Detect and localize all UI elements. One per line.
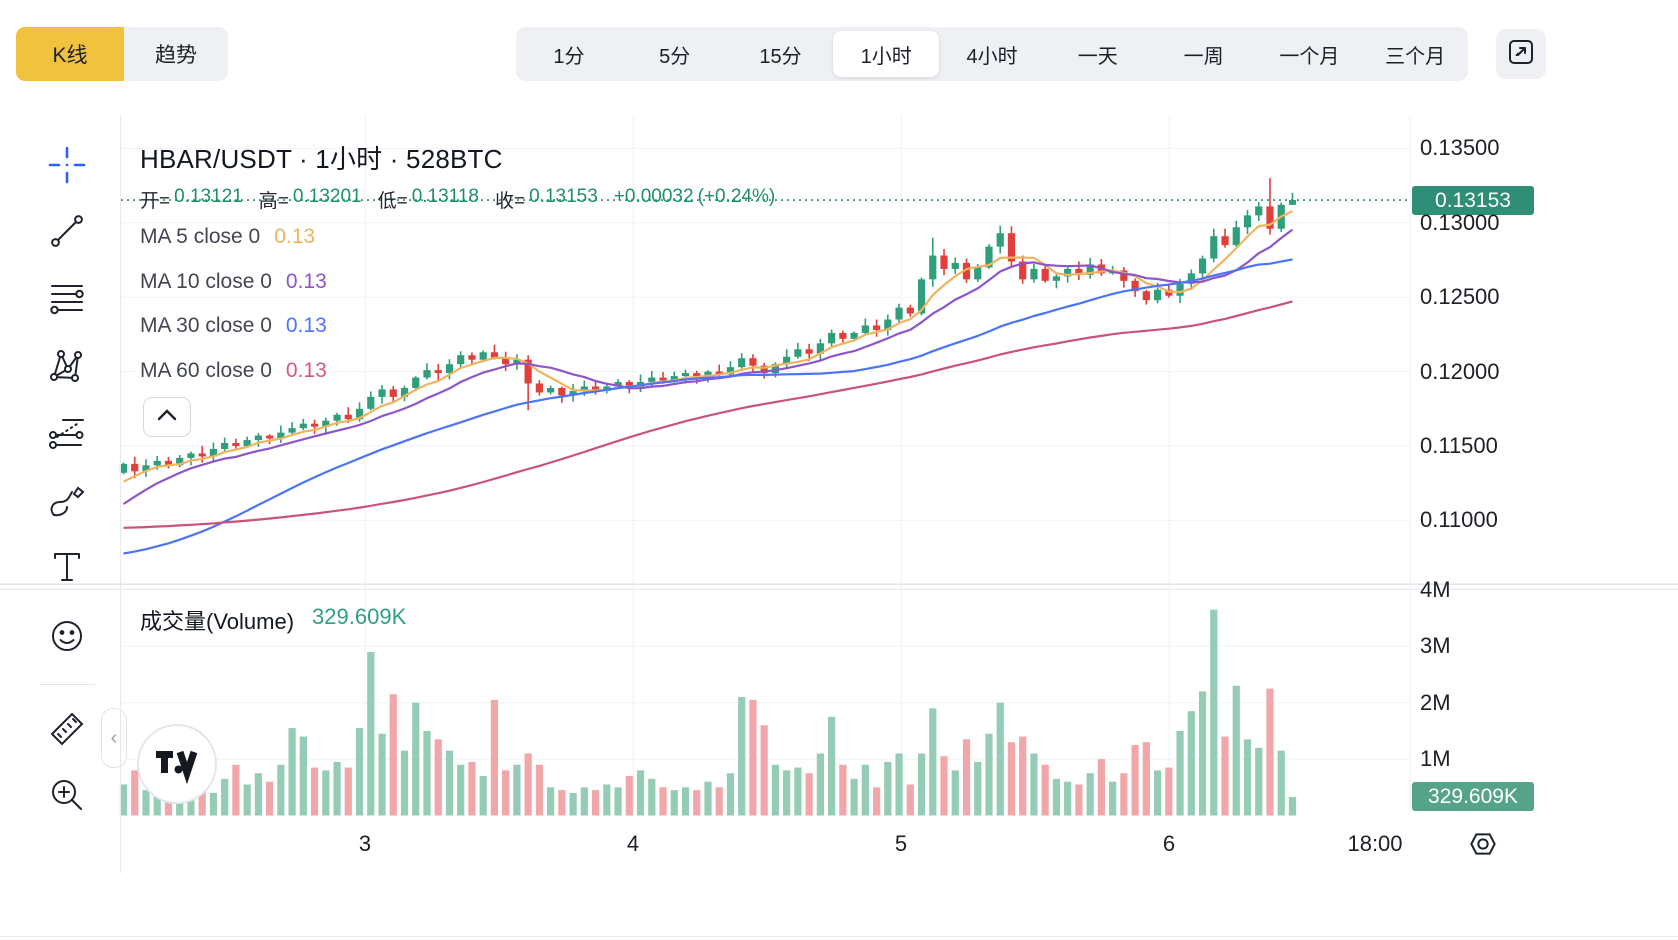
chevron-up-icon	[157, 408, 177, 426]
fib-retracement-icon	[43, 275, 91, 328]
ma-row-label: MA 30 close 0	[140, 314, 272, 337]
price-axis-label: 0.11000	[1420, 507, 1498, 533]
expand-icon	[1506, 37, 1536, 72]
ruler-icon	[43, 701, 91, 754]
ma-row-2[interactable]: MA 30 close 0 0.13	[140, 313, 331, 339]
ma-row-1[interactable]: MA 10 close 0 0.13	[140, 268, 331, 295]
ma-row-value: 0.13	[274, 225, 316, 248]
ma30-line	[123, 258, 1293, 555]
volume-bars	[119, 609, 1297, 816]
toolbar-divider	[39, 684, 95, 685]
ma-lines	[122, 210, 1294, 555]
ma-row-value: 0.13	[285, 314, 327, 337]
ma60-line	[123, 300, 1293, 529]
chart-left-border	[120, 115, 121, 873]
text-tool[interactable]	[41, 543, 93, 595]
text-icon	[43, 543, 91, 596]
settings-gear-button[interactable]	[1459, 822, 1507, 870]
price-axis-label: 0.12500	[1420, 284, 1500, 310]
ma10-line	[122, 228, 1294, 505]
ma-row-value: 0.13	[285, 358, 327, 382]
volume-legend: 成交量(Volume) 329.609K	[140, 604, 406, 636]
chart-type-tab-kline[interactable]: K线	[16, 27, 124, 81]
timeframe-tab-1小时[interactable]: 1小时	[833, 31, 940, 77]
ma5-line	[123, 210, 1293, 483]
chart-type-switch: K线 趋势	[16, 27, 228, 81]
crosshair-icon	[43, 141, 91, 194]
time-axis-label: 6	[1162, 831, 1176, 856]
indicator-collapse-button[interactable]	[143, 397, 191, 437]
price-axis-label: 0.12000	[1420, 358, 1500, 384]
ohlc-row: 开= 0.13121 高= 0.13201 低= 0.13118 收= 0.13…	[140, 186, 775, 213]
volume-axis-label: 3M	[1420, 633, 1451, 659]
emoji-icon	[43, 611, 91, 664]
trend-line-tool[interactable]	[41, 207, 93, 259]
forecast-icon	[43, 408, 91, 461]
gear-icon	[1463, 824, 1503, 869]
ma-row-label: MA 60 close 0	[140, 358, 272, 382]
timeframe-tab-三个月[interactable]: 三个月	[1385, 45, 1446, 68]
brush-tool[interactable]	[41, 477, 93, 529]
fullscreen-button[interactable]	[1496, 29, 1546, 79]
volume-tag: 329.609K	[1412, 782, 1534, 811]
volume-title: 成交量(Volume)	[140, 609, 295, 634]
zoom-in-tool[interactable]	[41, 769, 93, 821]
close-label: 收=	[494, 191, 526, 212]
volume-axis-label: 2M	[1420, 689, 1451, 715]
timeframe-tab-一周[interactable]: 一周	[1183, 45, 1224, 68]
high-value: 0.13201	[292, 186, 362, 207]
xabcd-pattern-tool[interactable]	[41, 341, 93, 393]
trend-line-icon	[43, 207, 91, 260]
ma-row-label: MA 10 close 0	[140, 269, 272, 293]
change-value: +0.00032	[613, 186, 694, 207]
volume-axis-label: 4M	[1420, 576, 1451, 602]
price-axis-label: 0.11500	[1420, 433, 1498, 458]
sidebar-collapse-handle[interactable]: ‹	[101, 708, 127, 768]
time-axis-label: 4	[626, 831, 640, 856]
ruler-tool[interactable]	[41, 701, 93, 753]
open-value: 0.13121	[174, 186, 243, 207]
price-axis-label: 0.13500	[1420, 135, 1500, 161]
grid-lines	[0, 115, 1678, 816]
legend-title: HBAR/USDT · 1小时 · 528BTC	[140, 144, 503, 174]
low-label: 低=	[377, 191, 408, 212]
tradingview-logo[interactable]	[137, 724, 217, 804]
ma-row-value: 0.13	[285, 269, 327, 293]
bottom-border	[0, 936, 1678, 937]
fib-retracement-tool[interactable]	[41, 275, 93, 327]
timeframe-tab-4小时[interactable]: 4小时	[966, 45, 1018, 68]
crosshair-tool[interactable]	[41, 141, 93, 193]
ma-row-0[interactable]: MA 5 close 0 0.13	[140, 224, 320, 250]
candlesticks	[119, 178, 1297, 479]
timeframe-tabs: 1分 5分 15分 1小时 4小时 一天 一周 一个月 三个月	[516, 27, 1468, 81]
price-axis-label: 0.13000	[1420, 209, 1500, 235]
chevron-left-icon: ‹	[110, 726, 118, 749]
volume-axis-label: 1M	[1420, 746, 1451, 772]
timeframe-tab-一天[interactable]: 一天	[1077, 45, 1118, 68]
change-percent: (+0.24%)	[697, 186, 776, 207]
volume-value: 329.609K	[312, 604, 407, 629]
high-label: 高=	[258, 191, 289, 212]
forecast-tool[interactable]	[41, 408, 93, 460]
brush-icon	[43, 477, 91, 530]
timeframe-tab-一个月[interactable]: 一个月	[1279, 45, 1340, 68]
chart-type-tab-trend[interactable]: 趋势	[124, 27, 228, 81]
close-value: 0.13153	[529, 186, 598, 207]
low-value: 0.13118	[411, 186, 479, 207]
timeframe-tab-1分[interactable]: 1分	[553, 45, 585, 68]
open-label: 开=	[140, 191, 171, 212]
ma-row-3[interactable]: MA 60 close 0 0.13	[140, 357, 331, 384]
timeframe-tab-5分[interactable]: 5分	[659, 45, 691, 68]
time-axis-label: 3	[358, 831, 372, 856]
last-price-tag: 0.13153	[1412, 186, 1534, 215]
time-axis-label: 5	[894, 831, 908, 856]
zoom-in-icon	[43, 769, 91, 822]
time-axis-label: 18:00	[1347, 831, 1403, 856]
xabcd-pattern-icon	[43, 341, 91, 394]
emoji-tool[interactable]	[41, 611, 93, 663]
timeframe-tab-15分[interactable]: 15分	[759, 45, 802, 68]
ma-row-label: MA 5 close 0	[140, 225, 261, 248]
